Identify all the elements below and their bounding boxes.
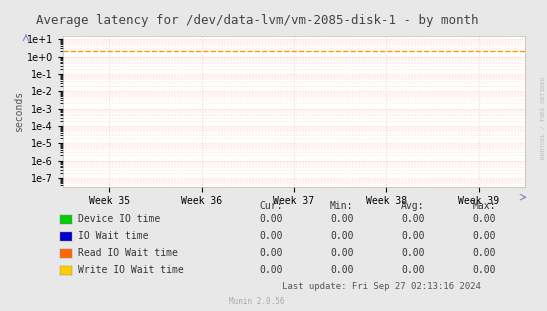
Text: Min:: Min: [330, 201, 353, 211]
Text: 0.00: 0.00 [259, 248, 282, 258]
Text: 0.00: 0.00 [259, 214, 282, 224]
Text: RRDTOOL / TOBI OETIKER: RRDTOOL / TOBI OETIKER [541, 77, 546, 160]
Text: 0.00: 0.00 [473, 248, 496, 258]
Text: 0.00: 0.00 [330, 214, 353, 224]
Text: 0.00: 0.00 [330, 248, 353, 258]
Text: Last update: Fri Sep 27 02:13:16 2024: Last update: Fri Sep 27 02:13:16 2024 [282, 282, 481, 291]
Text: 0.00: 0.00 [259, 265, 282, 275]
Text: 0.00: 0.00 [473, 265, 496, 275]
Text: Avg:: Avg: [401, 201, 424, 211]
Text: IO Wait time: IO Wait time [78, 231, 148, 241]
Text: Device IO time: Device IO time [78, 214, 160, 224]
Text: Write IO Wait time: Write IO Wait time [78, 265, 183, 275]
Text: 0.00: 0.00 [259, 231, 282, 241]
Text: 0.00: 0.00 [401, 248, 424, 258]
Text: 0.00: 0.00 [401, 214, 424, 224]
Y-axis label: seconds: seconds [14, 91, 24, 132]
Text: 0.00: 0.00 [473, 231, 496, 241]
Text: Munin 2.0.56: Munin 2.0.56 [229, 297, 285, 306]
Text: Cur:: Cur: [259, 201, 282, 211]
Text: Max:: Max: [473, 201, 496, 211]
Text: 0.00: 0.00 [330, 231, 353, 241]
Text: 0.00: 0.00 [330, 265, 353, 275]
Text: 0.00: 0.00 [473, 214, 496, 224]
Text: 0.00: 0.00 [401, 231, 424, 241]
Text: Average latency for /dev/data-lvm/vm-2085-disk-1 - by month: Average latency for /dev/data-lvm/vm-208… [36, 14, 478, 27]
Text: Read IO Wait time: Read IO Wait time [78, 248, 178, 258]
Text: 0.00: 0.00 [401, 265, 424, 275]
